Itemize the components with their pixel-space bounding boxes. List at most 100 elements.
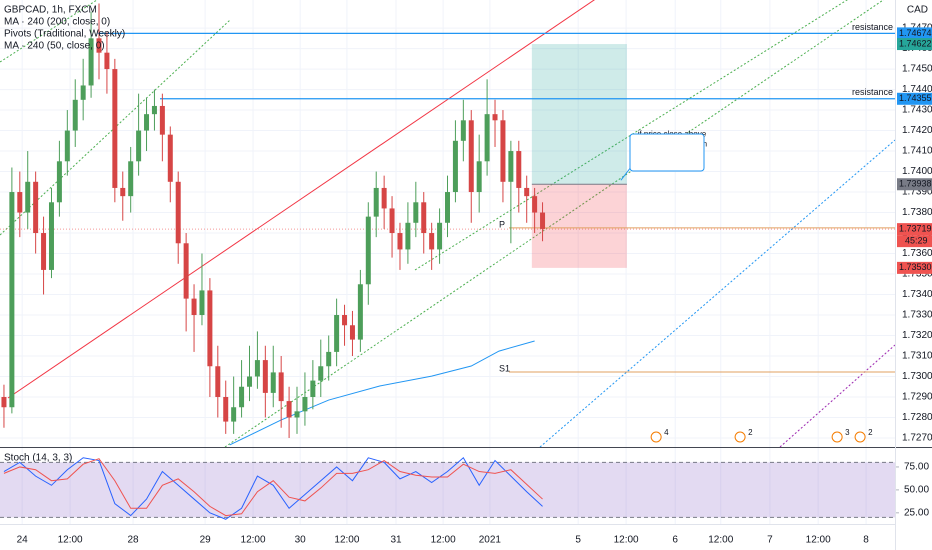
candle-body bbox=[540, 212, 546, 229]
y-tick-label: 1.73800 bbox=[902, 207, 932, 218]
candle-body bbox=[413, 202, 419, 223]
candle-body bbox=[9, 192, 15, 408]
candle-body bbox=[468, 120, 474, 193]
price-label: 1.74355 bbox=[899, 93, 932, 103]
price-label-bg bbox=[897, 223, 932, 236]
stoch-title: Stoch (14, 3, 3) bbox=[4, 453, 72, 464]
target-zone bbox=[531, 44, 627, 185]
x-tick-label: 2021 bbox=[479, 535, 502, 546]
resistance-label: resistance bbox=[852, 87, 893, 97]
legend-item: Pivots (Traditional, Weekly) bbox=[4, 29, 125, 40]
candle-body bbox=[41, 233, 47, 270]
candle-body bbox=[421, 202, 427, 234]
event-count: 2 bbox=[748, 428, 753, 437]
candle-body bbox=[405, 222, 411, 250]
candle-body bbox=[365, 216, 371, 285]
candle-body bbox=[500, 120, 506, 182]
x-tick-label: 30 bbox=[295, 535, 307, 546]
candle-body bbox=[33, 181, 39, 234]
price-label: 1.73938 bbox=[899, 179, 932, 189]
y-tick-label: 1.74200 bbox=[902, 125, 932, 136]
y-tick-label: 1.73200 bbox=[902, 330, 932, 341]
price-label: 1.74622 bbox=[899, 38, 932, 48]
candle-body bbox=[270, 372, 276, 393]
candle-body bbox=[215, 366, 221, 397]
x-tick-label: 12:00 bbox=[708, 535, 733, 546]
candle-body bbox=[429, 233, 435, 250]
candle-body bbox=[294, 411, 300, 418]
candle-body bbox=[349, 325, 355, 340]
candle-body bbox=[207, 290, 213, 367]
candle-body bbox=[484, 114, 490, 162]
candle-body bbox=[326, 351, 332, 367]
price-label-bg bbox=[897, 178, 932, 191]
x-tick-label: 12:00 bbox=[806, 535, 831, 546]
candle-body bbox=[262, 360, 268, 393]
candle-body bbox=[56, 161, 62, 203]
x-tick-label: 12:00 bbox=[58, 535, 83, 546]
candle-body bbox=[1, 396, 7, 408]
stoch-tick-label: 25.00 bbox=[904, 507, 929, 518]
candle-body bbox=[80, 85, 86, 100]
candle-body bbox=[183, 243, 189, 299]
candle-body bbox=[48, 202, 54, 270]
y-tick-label: 1.72800 bbox=[902, 412, 932, 423]
y-tick-label: 1.72700 bbox=[902, 433, 932, 444]
candle-body bbox=[508, 151, 514, 182]
y-tick-label: 1.73400 bbox=[902, 289, 932, 300]
currency: CAD bbox=[907, 5, 928, 16]
countdown-bg bbox=[897, 235, 932, 248]
candle-body bbox=[144, 114, 150, 131]
candle-body bbox=[112, 69, 118, 188]
channel-line bbox=[779, 344, 896, 448]
x-tick-label: 12:00 bbox=[241, 535, 266, 546]
stoch-tick-label: 50.00 bbox=[904, 485, 929, 496]
x-tick-label: 6 bbox=[672, 535, 678, 546]
candle-body bbox=[437, 222, 443, 250]
stoch-line bbox=[3, 457, 543, 520]
y-tick-label: 1.73000 bbox=[902, 371, 932, 382]
callout-box bbox=[629, 133, 705, 172]
candle-body bbox=[254, 360, 260, 377]
resistance-label: resistance bbox=[852, 22, 893, 32]
candle-body bbox=[476, 161, 482, 193]
chart-title: GBPCAD, 1h, FXCM bbox=[4, 5, 97, 16]
candle-body bbox=[25, 181, 31, 213]
candle-body bbox=[373, 187, 379, 217]
candle-body bbox=[342, 315, 348, 326]
candle-body bbox=[72, 99, 78, 131]
stop-zone bbox=[531, 184, 627, 268]
candle-body bbox=[246, 376, 252, 387]
y-tick-label: 1.73900 bbox=[902, 187, 932, 198]
candle-body bbox=[286, 401, 292, 418]
y-tick-label: 1.72900 bbox=[902, 392, 932, 403]
legend-item: MA · 240 (200, close, 0) bbox=[4, 17, 110, 28]
plot: 1.72700 1.72800 1.72900 1.73000 1.73100 1.732… bbox=[0, 3, 932, 546]
candle-body bbox=[191, 298, 197, 316]
y-tick-label: 1.73600 bbox=[902, 248, 932, 259]
y-tick-label: 1.73500 bbox=[902, 269, 932, 280]
event-count: 3 bbox=[845, 428, 850, 437]
candle-body bbox=[445, 192, 450, 223]
price-label: 1.74674 bbox=[899, 28, 932, 38]
price-label-bg bbox=[897, 261, 932, 274]
candle-body bbox=[104, 52, 110, 70]
candle-body bbox=[310, 380, 316, 397]
candle-body bbox=[64, 130, 70, 162]
x-tick-label: 12:00 bbox=[334, 535, 359, 546]
event-count: 2 bbox=[868, 428, 873, 437]
candle-body bbox=[278, 372, 284, 402]
candle-body bbox=[516, 151, 522, 188]
y-tick-label: 1.74300 bbox=[902, 105, 932, 116]
x-tick-label: 24 bbox=[17, 535, 29, 546]
pivot-label: P bbox=[499, 219, 505, 229]
countdown: 45:29 bbox=[905, 236, 928, 246]
candle-body bbox=[128, 161, 134, 197]
candle-body bbox=[334, 315, 340, 352]
candle-body bbox=[302, 396, 308, 412]
event-count: 4 bbox=[664, 428, 669, 437]
event-icon bbox=[831, 431, 843, 443]
candle-body bbox=[96, 38, 102, 53]
x-tick-label: 8 bbox=[863, 535, 869, 546]
